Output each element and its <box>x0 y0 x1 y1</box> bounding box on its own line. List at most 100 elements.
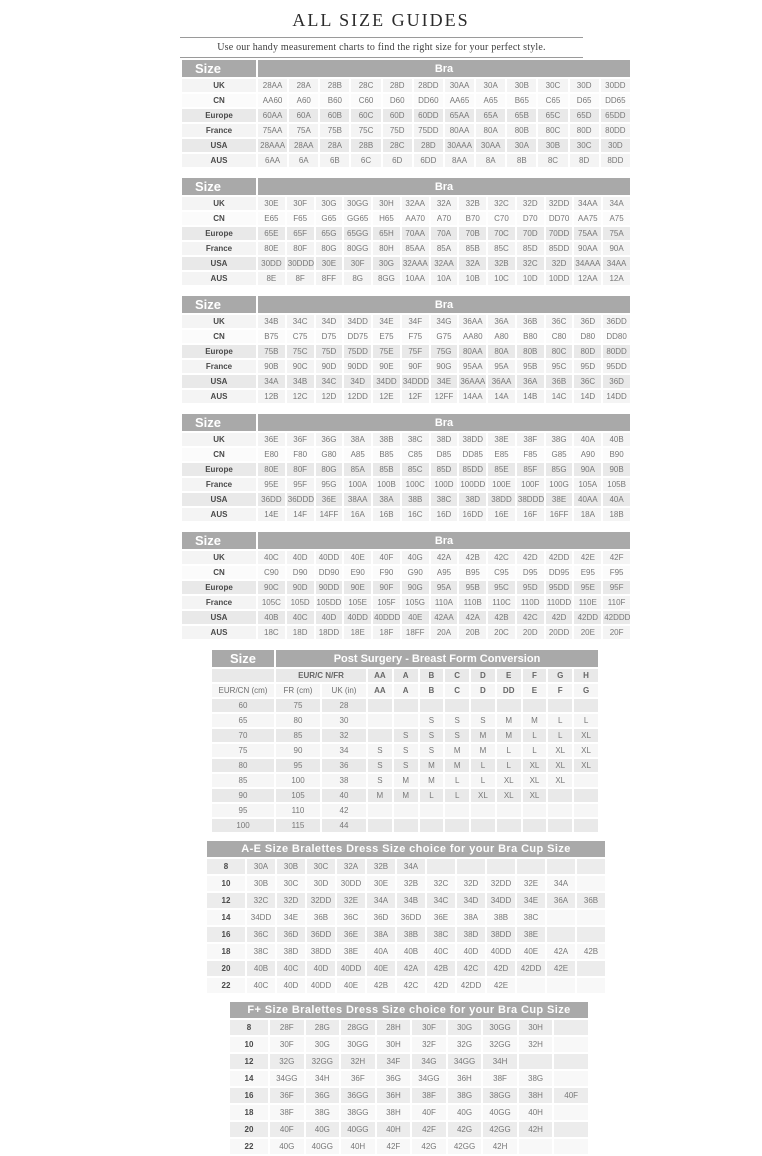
size-value-cell: 12A <box>603 272 630 285</box>
size-value-cell: A60 <box>289 94 319 107</box>
bra-size-cell <box>554 1139 588 1154</box>
uk-cell: 36 <box>322 759 366 772</box>
size-value-cell: 110C <box>488 596 515 609</box>
table-header-row: A-E Size Bralettes Dress Size choice for… <box>207 841 605 857</box>
form-size-cell: L <box>548 729 573 742</box>
bra-header-cell: Bra <box>258 178 630 195</box>
size-value-cell: 40C <box>258 551 285 564</box>
bra-size-cell: 30F <box>270 1037 304 1052</box>
form-size-cell: XL <box>574 729 598 742</box>
size-value-cell: 30B <box>507 79 537 92</box>
bra-size-cell: 36DD <box>397 910 425 925</box>
size-value-cell: 38A <box>373 493 400 506</box>
size-value-cell: 12DD <box>344 390 372 403</box>
table-row: 75 90 34 S S S M M L L XL XL <box>212 744 598 757</box>
size-value-cell: 32D <box>516 197 544 210</box>
table-row: AUS 6AA 6A 6B 6C 6D 6DD 8AA 8A 8B 8C 8D 8DD <box>182 154 630 167</box>
dress-size-cell: 12 <box>230 1054 268 1069</box>
size-value-cell: 40G <box>401 551 429 564</box>
size-value-cell: 40B <box>258 611 285 624</box>
region-label-cell: AUS <box>182 154 256 167</box>
size-value-cell: 30G <box>373 257 400 270</box>
table-header-row: Size Bra <box>182 178 630 195</box>
size-value-cell: B60 <box>320 94 350 107</box>
bra-size-table-1: Size Bra UK 28AA 28A 28B 28C 28D 28DD 30AA 30A 30B 3… <box>180 58 632 169</box>
form-size-cell: S <box>368 759 392 772</box>
form-size-cell: M <box>496 714 521 727</box>
size-value-cell: 70C <box>488 227 515 240</box>
size-value-cell: 90A <box>603 242 630 255</box>
bra-size-cell: 36B <box>307 910 335 925</box>
region-label-cell: Europe <box>182 581 256 594</box>
bra-size-cell: 42F <box>376 1139 411 1154</box>
cup-header-cell: C <box>445 669 470 682</box>
form-size-cell <box>548 819 573 832</box>
size-value-cell: 30E <box>315 257 343 270</box>
size-value-cell: 75AA <box>574 227 602 240</box>
size-value-cell: 36B <box>545 375 573 388</box>
size-value-cell: DD80 <box>603 330 630 343</box>
bra-size-cell: 38C <box>517 910 545 925</box>
bra-size-cell: 30G <box>447 1020 482 1035</box>
dress-size-cell: 14 <box>207 910 245 925</box>
group-label-cell: EUR/C N/FR <box>276 669 366 682</box>
table-row: Europe 60AA 60A 60B 60C 60D 60DD 65AA 65A 65B 65C 6… <box>182 109 630 122</box>
size-value-cell: 75G <box>430 345 458 358</box>
bra-size-cell <box>518 1054 553 1069</box>
size-value-cell: 16B <box>373 508 400 521</box>
bra-size-cell: 40D <box>277 978 305 993</box>
cup-header-cell: F <box>548 684 573 697</box>
size-value-cell: 18FF <box>401 626 429 639</box>
size-value-cell: 8C <box>538 154 568 167</box>
form-size-cell: S <box>471 714 495 727</box>
size-value-cell: 6D <box>382 154 412 167</box>
size-value-cell: 95E <box>258 478 285 491</box>
table-row: 95 110 42 <box>212 804 598 817</box>
size-value-cell: 32AA <box>401 197 429 210</box>
size-value-cell: D75 <box>315 330 343 343</box>
size-value-cell: 36DD <box>258 493 285 506</box>
size-value-cell: 80DD <box>600 124 630 137</box>
bra-size-cell: 30E <box>367 876 395 891</box>
form-size-cell <box>445 819 470 832</box>
size-value-cell: 14C <box>545 390 573 403</box>
bra-size-cell: 42B <box>367 978 395 993</box>
region-label-cell: UK <box>182 197 256 210</box>
form-size-cell: M <box>471 729 495 742</box>
bra-size-cell: 40H <box>518 1105 553 1120</box>
size-value-cell: 85G <box>545 463 573 476</box>
table-row: USA 34A 34B 34C 34D 34DD 34DDD 34E 36AAA 36AA 36A 3… <box>182 375 630 388</box>
size-value-cell: 28AAA <box>258 139 288 152</box>
size-value-cell: 6DD <box>413 154 443 167</box>
region-label-cell: CN <box>182 212 256 225</box>
size-value-cell: 36B <box>516 315 544 328</box>
bra-size-cell: 32C <box>247 893 275 908</box>
table-row: 90 105 40 M M L L XL XL XL <box>212 789 598 802</box>
uk-cell: 30 <box>322 714 366 727</box>
bra-size-cell: 34H <box>305 1071 340 1086</box>
bra-size-cell: 34F <box>376 1054 411 1069</box>
size-value-cell: 36A <box>516 375 544 388</box>
bra-size-cell: 34A <box>397 859 425 874</box>
size-value-cell: 100C <box>401 478 429 491</box>
dress-size-cell: 10 <box>207 876 245 891</box>
size-value-cell: 70A <box>430 227 458 240</box>
size-value-cell: 14DD <box>603 390 630 403</box>
form-size-cell: S <box>393 729 418 742</box>
table-row: France 90B 90C 90D 90DD 90E 90F 90G 95AA 95A 95B 95… <box>182 360 630 373</box>
bra-size-cell: 32D <box>277 893 305 908</box>
bra-size-cell: 34GG <box>270 1071 304 1086</box>
form-size-cell: XL <box>522 759 547 772</box>
size-value-cell: B65 <box>507 94 537 107</box>
size-value-cell: 110A <box>430 596 458 609</box>
form-size-cell: M <box>393 774 418 787</box>
size-value-cell: 42A <box>430 551 458 564</box>
table-row: UK 36E 36F 36G 38A 38B 38C 38D 38DD 38E 38F 38G 40A 4… <box>182 433 630 446</box>
bra-size-cell: 36C <box>247 927 275 942</box>
form-size-cell <box>522 804 547 817</box>
form-size-cell <box>574 819 598 832</box>
bra-size-cell: 32DD <box>307 893 335 908</box>
size-value-cell: 100A <box>344 478 372 491</box>
size-value-cell: B75 <box>258 330 285 343</box>
size-value-cell: C75 <box>286 330 314 343</box>
